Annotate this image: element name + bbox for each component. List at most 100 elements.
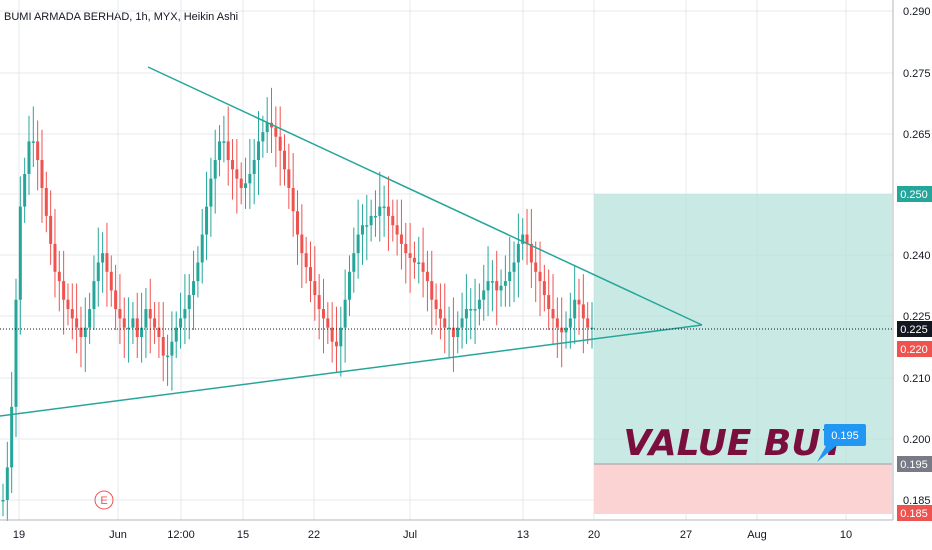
- candle-body-136: [590, 327, 594, 330]
- candle-body-94: [408, 253, 412, 258]
- trendlines[interactable]: [0, 66, 703, 417]
- candle-body-95: [412, 257, 416, 263]
- candle-body-11: [49, 215, 53, 244]
- candle-body-26: [114, 290, 118, 310]
- y-tick-5: 0.225: [903, 311, 931, 323]
- chart-title: BUMI ARMADA BERHAD, 1h, MYX, Heikin Ashi: [4, 11, 239, 23]
- candle-body-107: [464, 309, 468, 319]
- candle-body-135: [586, 318, 590, 328]
- candle-body-127: [551, 309, 555, 319]
- candle-body-89: [386, 206, 390, 216]
- candle-body-76: [330, 327, 334, 342]
- x-tick-2: 12:00: [167, 529, 195, 541]
- candle-body-126: [547, 295, 551, 310]
- value-buy-annotation: VALUE BUY: [623, 423, 850, 464]
- trendline-upper: [147, 66, 703, 326]
- candle-body-83: [360, 225, 364, 235]
- candle-body-2: [10, 406, 14, 468]
- price-badge-stop: [897, 505, 932, 521]
- candle-body-43: [187, 295, 191, 310]
- candle-body-119: [516, 243, 520, 263]
- candle-body-37: [161, 337, 165, 356]
- candle-body-92: [399, 234, 403, 244]
- price-badge-target: [897, 186, 932, 202]
- candle-body-102: [443, 318, 447, 328]
- candle-body-111: [482, 290, 486, 300]
- y-tick-7: 0.200: [903, 434, 931, 446]
- candle-body-24: [105, 253, 109, 272]
- candle-body-70: [304, 253, 308, 268]
- candle-body-63: [274, 127, 278, 137]
- candle-body-115: [499, 285, 503, 291]
- candle-body-71: [308, 267, 312, 282]
- candle-body-75: [326, 318, 330, 328]
- price-badge-current: [897, 321, 932, 337]
- candle-body-28: [122, 318, 126, 328]
- candle-body-100: [434, 299, 438, 310]
- candles: [1, 87, 594, 521]
- candle-body-84: [365, 225, 369, 227]
- candle-body-125: [542, 281, 546, 296]
- candle-body-49: [213, 160, 217, 179]
- candle-body-68: [296, 211, 299, 235]
- price-badge-last: [897, 341, 932, 357]
- price-badge-label-current: 0.225: [900, 324, 928, 336]
- candle-body-56: [244, 183, 248, 188]
- candle-body-121: [525, 234, 529, 244]
- price-badge-label-last: 0.220: [900, 344, 928, 356]
- candle-body-82: [356, 234, 360, 254]
- x-tick-9: Aug: [747, 529, 767, 541]
- candle-body-57: [248, 174, 252, 184]
- candle-body-6: [27, 141, 31, 174]
- candle-body-87: [378, 206, 382, 216]
- candle-body-73: [317, 295, 321, 310]
- candle-body-8: [36, 141, 40, 161]
- price-badge-label-entry: 0.195: [900, 459, 928, 471]
- candle-body-40: [174, 327, 178, 342]
- candle-body-61: [265, 122, 269, 133]
- candle-body-12: [53, 243, 57, 272]
- candle-body-124: [538, 271, 542, 282]
- candle-body-45: [196, 262, 200, 282]
- candle-body-48: [209, 178, 213, 207]
- candle-body-97: [421, 262, 425, 272]
- x-tick-7: 20: [588, 529, 600, 541]
- candle-body-122: [529, 243, 533, 263]
- candle-body-36: [157, 327, 161, 337]
- x-tick-3: 15: [237, 529, 249, 541]
- candle-body-19: [83, 327, 87, 337]
- callout-label: 0.195: [831, 430, 859, 442]
- candle-body-21: [92, 281, 96, 310]
- y-tick-2: 0.265: [903, 129, 931, 141]
- candle-body-41: [179, 318, 183, 328]
- candle-body-98: [425, 271, 429, 282]
- candle-body-33: [144, 309, 148, 328]
- candle-body-60: [261, 132, 265, 142]
- candle-body-129: [560, 327, 564, 333]
- candle-body-50: [218, 141, 222, 161]
- candle-body-85: [369, 215, 373, 226]
- x-tick-8: 27: [680, 529, 692, 541]
- candle-body-20: [88, 309, 92, 328]
- candle-body-31: [135, 318, 139, 337]
- candle-body-55: [239, 178, 243, 188]
- candle-body-131: [568, 318, 572, 328]
- candle-body-0: [1, 500, 5, 502]
- candle-body-128: [555, 318, 559, 328]
- candle-body-88: [382, 206, 386, 209]
- candle-body-64: [278, 136, 282, 151]
- x-tick-5: Jul: [403, 529, 417, 541]
- candle-body-5: [23, 174, 27, 207]
- candle-body-114: [495, 281, 499, 291]
- candle-body-93: [404, 243, 408, 254]
- candle-body-116: [503, 281, 507, 286]
- candle-body-13: [57, 271, 61, 282]
- candle-body-10: [44, 187, 48, 216]
- event-marker-circle: [94, 490, 114, 510]
- candle-body-4: [18, 206, 22, 300]
- candle-body-18: [79, 327, 83, 337]
- candle-body-65: [283, 150, 287, 170]
- candle-body-101: [438, 309, 442, 319]
- candle-body-14: [62, 281, 66, 300]
